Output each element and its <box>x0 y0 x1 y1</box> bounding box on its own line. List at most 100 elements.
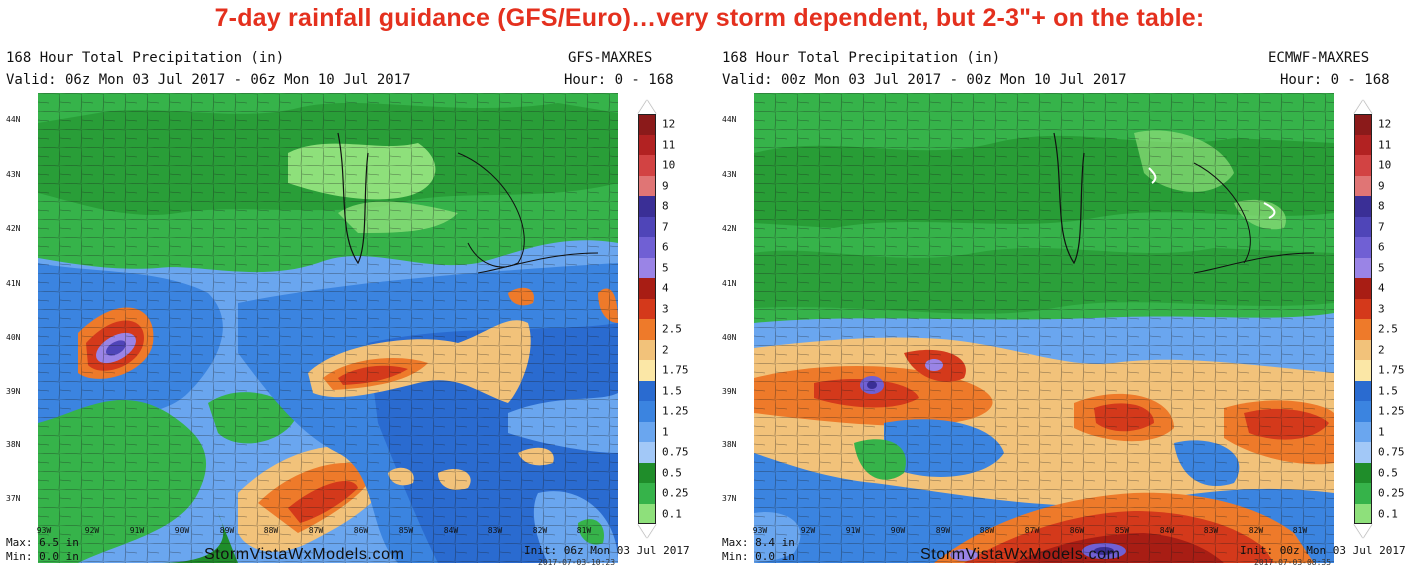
colorbar-swatch <box>1354 175 1372 196</box>
colorbar-swatch <box>1354 114 1372 135</box>
colorbar-label: 9 <box>662 179 669 193</box>
ecmwf-valid-range: Valid: 00z Mon 03 Jul 2017 - 00z Mon 10 … <box>722 72 1127 88</box>
colorbar-swatch <box>638 421 656 442</box>
colorbar <box>638 100 656 538</box>
colorbar-label: 3 <box>662 302 669 316</box>
colorbar-label: 1.75 <box>662 363 689 377</box>
lat-label: 39N <box>722 387 737 396</box>
colorbar-label: 2.5 <box>662 322 682 336</box>
colorbar-swatch <box>1354 442 1372 463</box>
colorbar-label: 8 <box>662 199 669 213</box>
lon-label: 81W <box>576 526 592 535</box>
colorbar-label: 0.1 <box>662 507 682 521</box>
colorbar-label: 6 <box>662 240 669 254</box>
colorbar-label: 0.5 <box>662 466 682 480</box>
colorbar-swatch <box>638 155 656 176</box>
colorbar-swatch <box>638 442 656 463</box>
colorbar-label: 1 <box>1378 425 1385 439</box>
colorbar-label: 4 <box>1378 281 1385 295</box>
colorbar-swatch <box>638 401 656 422</box>
colorbar-label: 0.75 <box>1378 445 1405 459</box>
colorbar-swatch <box>638 380 656 401</box>
lon-label: 90W <box>890 526 906 535</box>
lon-label: 89W <box>219 526 235 535</box>
colorbar-label: 0.1 <box>1378 507 1398 521</box>
lat-label: 44N <box>6 115 21 124</box>
lon-label: 91W <box>845 526 861 535</box>
colorbar-label: 2 <box>662 343 669 357</box>
colorbar-label: 0.25 <box>1378 486 1405 500</box>
colorbar-swatch <box>1354 134 1372 155</box>
ecmwf-max-value: Max: 8.4 in <box>722 536 795 549</box>
colorbar-label: 12 <box>662 117 676 131</box>
colorbar-label: 0.5 <box>1378 466 1398 480</box>
gfs-max-value: Max: 6.5 in <box>6 536 79 549</box>
colorbar-swatch <box>1354 298 1372 319</box>
lon-label: 81W <box>1292 526 1308 535</box>
lon-label: 91W <box>129 526 145 535</box>
lon-label: 92W <box>800 526 816 535</box>
colorbar-label: 12 <box>1378 117 1392 131</box>
gfs-hour-range: Hour: 0 - 168 <box>564 72 674 88</box>
colorbar-top-arrow <box>1354 100 1372 114</box>
lat-label: 43N <box>6 170 21 179</box>
colorbar-swatch <box>638 237 656 258</box>
colorbar-swatch <box>1354 237 1372 258</box>
lat-label: 37N <box>6 494 21 503</box>
colorbar-label: 1.75 <box>1378 363 1405 377</box>
lat-label: 44N <box>722 115 737 124</box>
lat-label: 37N <box>722 494 737 503</box>
lat-label: 39N <box>6 387 21 396</box>
colorbar-swatch <box>638 114 656 135</box>
ecmwf-credit: StormVistaWxModels.com <box>920 546 1121 563</box>
colorbar-swatch <box>1354 216 1372 237</box>
colorbar-label: 10 <box>662 158 676 172</box>
gfs-precip-map <box>38 93 618 563</box>
gfs-title: 168 Hour Total Precipitation (in) <box>6 50 285 66</box>
lat-label: 38N <box>722 440 737 449</box>
colorbar-label: 2 <box>1378 343 1385 357</box>
colorbar-bottom-arrow <box>638 524 656 538</box>
colorbar-label: 11 <box>1378 138 1392 152</box>
colorbar-swatch <box>638 196 656 217</box>
lon-label: 93W <box>752 526 768 535</box>
lat-label: 42N <box>6 224 21 233</box>
colorbar-label: 4 <box>662 281 669 295</box>
colorbar-swatch <box>638 216 656 237</box>
colorbar-swatch <box>1354 421 1372 442</box>
headline: 7-day rainfall guidance (GFS/Euro)…very … <box>214 4 1205 32</box>
lon-label: 92W <box>84 526 100 535</box>
gfs-model-label: GFS-MAXRES <box>568 50 653 66</box>
gfs-valid-range: Valid: 06z Mon 03 Jul 2017 - 06z Mon 10 … <box>6 72 411 88</box>
colorbar-swatch <box>638 134 656 155</box>
lon-label: 82W <box>532 526 548 535</box>
colorbar-label: 0.75 <box>662 445 689 459</box>
colorbar-label: 10 <box>1378 158 1392 172</box>
colorbar-swatch <box>638 483 656 504</box>
lon-label: 84W <box>443 526 459 535</box>
lat-label: 41N <box>722 279 737 288</box>
colorbar-label: 1.5 <box>1378 384 1398 398</box>
ecmwf-hour-range: Hour: 0 - 168 <box>1280 72 1390 88</box>
colorbar-label: 0.25 <box>662 486 689 500</box>
ecmwf-init-time: Init: 00z Mon 03 Jul 2017 <box>1240 544 1406 557</box>
colorbar-swatch <box>638 462 656 483</box>
colorbar-swatch <box>1354 360 1372 381</box>
gfs-colorbar-legend: 12 11 10 9 8 7 6 5 4 3 2.5 2 1.75 1.5 1.25 1 0.75 0.5 0.25… <box>638 100 700 538</box>
lon-label: 93W <box>36 526 52 535</box>
colorbar-swatch <box>1354 257 1372 278</box>
lat-label: 38N <box>6 440 21 449</box>
colorbar-swatch <box>638 257 656 278</box>
colorbar-swatch <box>638 278 656 299</box>
colorbar-bottom-arrow <box>1354 524 1372 538</box>
colorbar-label: 8 <box>1378 199 1385 213</box>
lat-label: 40N <box>722 333 737 342</box>
ecmwf-min-value: Min: 0.0 in <box>722 550 795 563</box>
lon-label: 83W <box>487 526 503 535</box>
colorbar-label: 11 <box>662 138 676 152</box>
ecmwf-colorbar-legend: 12 11 10 9 8 7 6 5 4 3 2.5 2 1.75 1.5 1.25 1 0.75 0.5 0.25… <box>1354 100 1416 538</box>
lat-label: 43N <box>722 170 737 179</box>
colorbar-label: 5 <box>662 261 669 275</box>
ecmwf-timestamp: 2017-07-03-08:35 <box>1254 558 1332 567</box>
ecmwf-model-label: ECMWF-MAXRES <box>1268 50 1370 66</box>
